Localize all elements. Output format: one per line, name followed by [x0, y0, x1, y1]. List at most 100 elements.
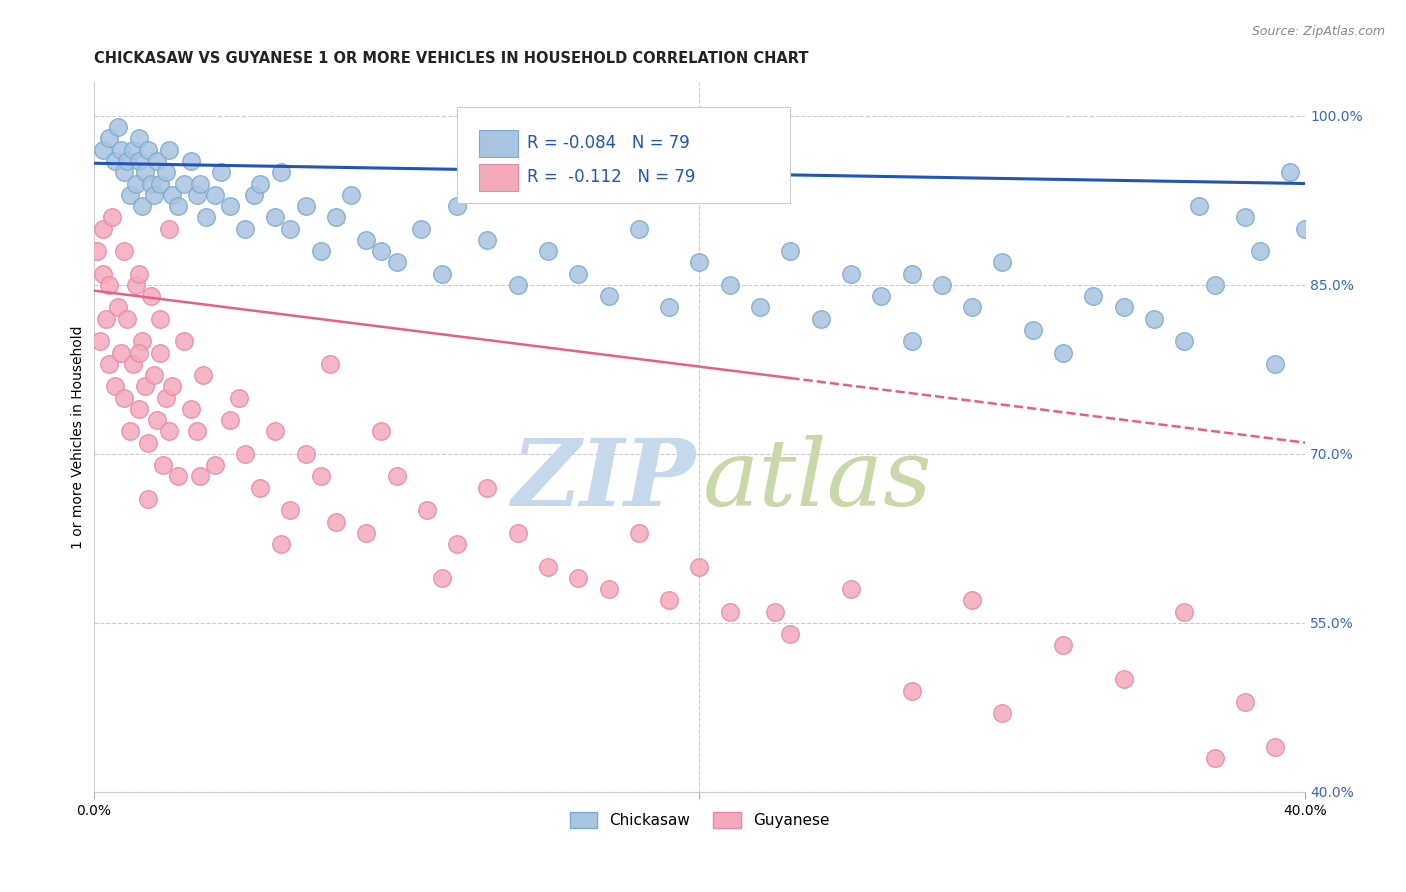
Point [506, 277, 529, 292]
Point [718, 605, 741, 619]
Point [446, 199, 468, 213]
Point [97, 357, 120, 371]
Point [779, 244, 801, 259]
Point [188, 469, 211, 483]
Point [325, 515, 347, 529]
Point [688, 255, 710, 269]
Point [370, 244, 392, 259]
Point [115, 311, 138, 326]
Point [110, 143, 132, 157]
Point [180, 153, 202, 168]
Point [139, 289, 162, 303]
Point [658, 301, 681, 315]
Point [325, 211, 347, 225]
Point [870, 289, 893, 303]
Point [107, 301, 129, 315]
Point [1249, 244, 1271, 259]
Point [658, 593, 681, 607]
Point [173, 177, 195, 191]
Point [270, 537, 292, 551]
Point [1052, 639, 1074, 653]
Point [1112, 673, 1135, 687]
Point [839, 267, 862, 281]
Point [409, 221, 432, 235]
Point [97, 277, 120, 292]
Point [112, 244, 135, 259]
Point [1188, 199, 1211, 213]
Point [97, 131, 120, 145]
Point [155, 391, 177, 405]
Point [162, 187, 184, 202]
Point [1173, 334, 1195, 349]
Point [112, 165, 135, 179]
Point [136, 491, 159, 506]
Point [136, 435, 159, 450]
Point [128, 345, 150, 359]
Point [134, 165, 156, 179]
Point [900, 683, 922, 698]
Point [839, 582, 862, 596]
Point [186, 187, 208, 202]
Point [104, 153, 127, 168]
Point [1052, 345, 1074, 359]
Point [228, 391, 250, 405]
Point [1204, 277, 1226, 292]
Point [385, 255, 408, 269]
Point [125, 277, 148, 292]
Point [960, 593, 983, 607]
Point [186, 425, 208, 439]
Point [370, 425, 392, 439]
Point [149, 177, 172, 191]
Point [94, 311, 117, 326]
Point [128, 267, 150, 281]
Point [143, 187, 166, 202]
Point [162, 379, 184, 393]
Point [146, 413, 169, 427]
Point [125, 177, 148, 191]
Point [89, 334, 111, 349]
Point [294, 199, 316, 213]
Point [118, 425, 141, 439]
Text: CHICKASAW VS GUYANESE 1 OR MORE VEHICLES IN HOUSEHOLD CORRELATION CHART: CHICKASAW VS GUYANESE 1 OR MORE VEHICLES… [94, 51, 808, 66]
Point [149, 311, 172, 326]
Point [1112, 301, 1135, 315]
Point [294, 447, 316, 461]
Point [991, 255, 1014, 269]
Point [134, 379, 156, 393]
Point [194, 211, 217, 225]
Point [900, 334, 922, 349]
Point [1279, 165, 1302, 179]
Point [280, 221, 302, 235]
Point [91, 221, 114, 235]
Point [249, 177, 271, 191]
Point [100, 211, 122, 225]
Point [91, 267, 114, 281]
Point [219, 413, 242, 427]
FancyBboxPatch shape [457, 107, 790, 202]
Point [131, 334, 153, 349]
Point [340, 187, 363, 202]
Point [354, 525, 377, 540]
Text: ZIP: ZIP [512, 434, 696, 524]
Point [477, 233, 499, 247]
Point [688, 559, 710, 574]
Point [309, 244, 332, 259]
Point [191, 368, 214, 382]
Point [1143, 311, 1166, 326]
Point [598, 582, 620, 596]
Point [779, 627, 801, 641]
Point [167, 199, 190, 213]
Text: R =  -0.112   N = 79: R = -0.112 N = 79 [527, 169, 696, 186]
Point [991, 706, 1014, 720]
Point [233, 221, 256, 235]
Point [167, 469, 190, 483]
Point [115, 153, 138, 168]
Point [155, 165, 177, 179]
Text: R = -0.084   N = 79: R = -0.084 N = 79 [527, 134, 690, 153]
Point [152, 458, 174, 473]
Point [91, 143, 114, 157]
Point [567, 267, 589, 281]
FancyBboxPatch shape [479, 129, 517, 157]
Point [718, 277, 741, 292]
Point [264, 425, 287, 439]
